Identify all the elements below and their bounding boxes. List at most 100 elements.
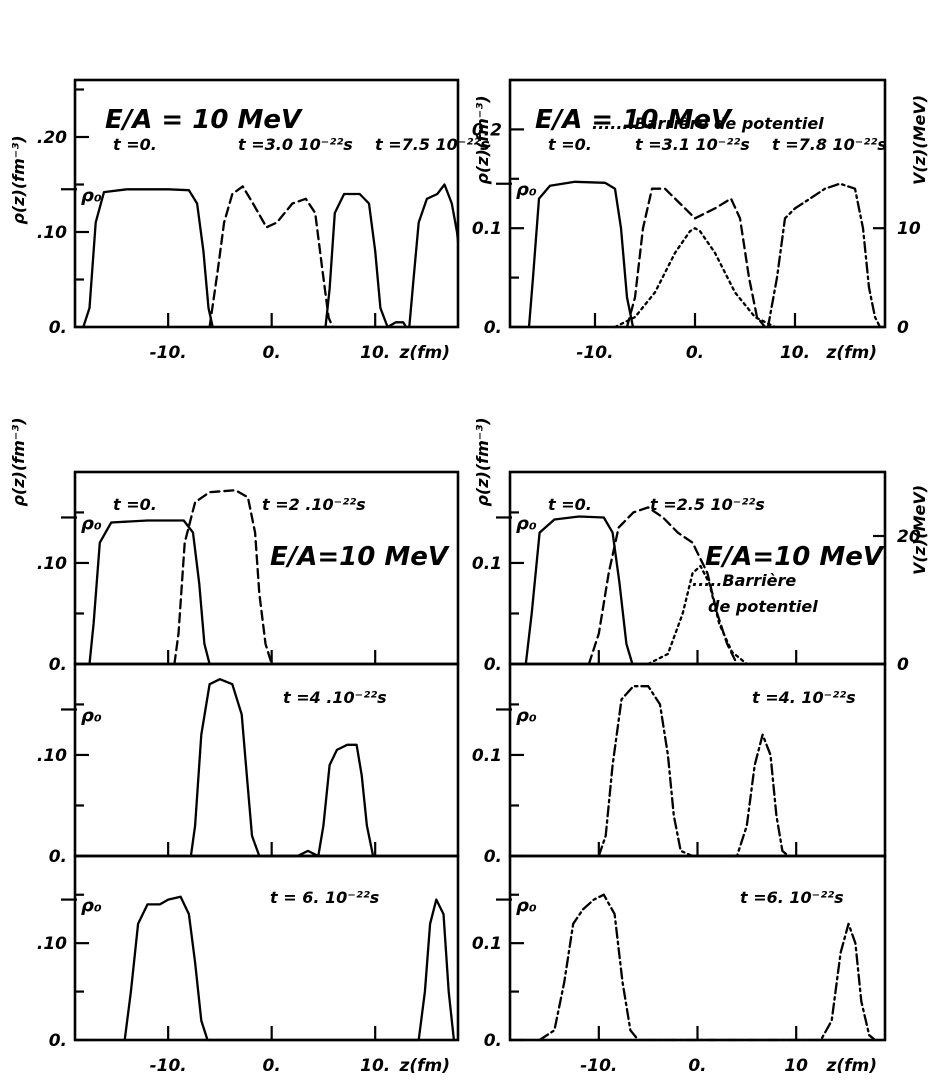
time-label: t =3.1 10⁻²²s <box>635 135 750 154</box>
rho0-label: ρ₀ <box>516 513 537 534</box>
panel-bottom-right-middle: 0. 0.1 ρ₀ t =4. 10⁻²²s <box>472 662 887 867</box>
y-tick-label: 0.1 <box>472 746 502 766</box>
time-label: t =0. <box>548 495 592 514</box>
time-label: t =2.5 10⁻²²s <box>650 495 765 514</box>
time-label: t =3.0 10⁻²²s <box>238 135 353 154</box>
panel-bottom-left-middle: 0. .10 ρ₀ t =4 .10⁻²²s <box>37 662 460 867</box>
x-tick-label: 10 <box>784 1056 808 1076</box>
time-label: t =7.5 10⁻²²s <box>375 135 490 154</box>
y-axis-label-bottom-right: ρ(z)(fm⁻³) <box>473 417 492 506</box>
time-label: t = 6. 10⁻²²s <box>270 888 379 907</box>
time-label: t =6. 10⁻²²s <box>740 888 844 907</box>
series-dotted-curve <box>647 564 748 666</box>
series-dashed-curve <box>173 489 273 666</box>
rho0-label: ρ₀ <box>81 705 102 726</box>
x-tick-label: -10. <box>150 343 187 363</box>
plot-frame <box>508 854 887 1042</box>
y-tick-label: 0. <box>49 318 67 338</box>
plot-frame <box>73 854 460 1042</box>
x-tick-label: 10. <box>360 1056 390 1076</box>
panel-title: E/A=10 MeV <box>270 542 450 572</box>
series-dashed-curve <box>208 185 334 329</box>
series-solid-curve <box>123 895 456 1042</box>
y-tick-label: .10 <box>37 746 67 766</box>
y2-tick-label: 20 <box>897 527 921 547</box>
y-tick-label: .10 <box>37 934 67 954</box>
time-label: t =0. <box>113 135 157 154</box>
legend-entry: .......Barrière de potentiel <box>592 114 824 133</box>
series-solid-curve <box>527 180 635 329</box>
time-label: t =0. <box>548 135 592 154</box>
y-axis-label-top-left: ρ(z)(fm⁻³) <box>9 135 28 224</box>
series-dashdot-curve <box>766 182 882 329</box>
x-axis-label: z(fm) <box>398 1056 450 1076</box>
panel-title: E/A = 10 MeV <box>105 105 303 135</box>
series-dotted-curve <box>613 227 777 329</box>
y-tick-label: 0. <box>49 655 67 675</box>
y2-axis-label-top-right: V(z)(MeV) <box>910 95 929 185</box>
series-solid-curve <box>82 188 214 329</box>
x-tick-label: 0. <box>688 1056 706 1076</box>
series-solid-curve <box>524 515 634 666</box>
y-tick-label: 0. <box>484 1031 502 1051</box>
time-label: t =0. <box>113 495 157 514</box>
y-tick-label: 0.1 <box>472 219 502 239</box>
y-tick-label: .10 <box>37 223 67 243</box>
rho0-label: ρ₀ <box>516 705 537 726</box>
x-axis-label: z(fm) <box>825 1056 877 1076</box>
time-label: t =2 .10⁻²²s <box>262 495 366 514</box>
legend-entry-cont: de potentiel <box>708 597 818 616</box>
panel-bottom-right-lower: 0. 0.1 -10. 0. 10 z(fm) ρ₀ t =6. 10⁻²²s <box>472 854 887 1076</box>
series-solid-curve <box>324 192 408 329</box>
series-solid-curve <box>408 183 460 329</box>
rho0-label: ρ₀ <box>516 180 537 201</box>
y2-tick-label: 10 <box>897 219 921 239</box>
panel-bottom-left-lower: 0. .10 -10. 0. 10. z(fm) ρ₀ t = 6. 10⁻²²s <box>37 854 460 1076</box>
time-label: t =4. 10⁻²²s <box>752 688 856 707</box>
y-axis-label-top-right: ρ(z)(fm⁻³) <box>473 95 492 184</box>
x-axis-label: z(fm) <box>398 343 450 363</box>
y-tick-label: 0. <box>49 847 67 867</box>
x-tick-label: -10. <box>150 1056 187 1076</box>
rho0-label: ρ₀ <box>81 513 102 534</box>
y-axis-label-bottom-left: ρ(z)(fm⁻³) <box>9 417 28 506</box>
x-axis-label: z(fm) <box>825 343 877 363</box>
plot-frame <box>73 662 460 858</box>
y-tick-label: 0. <box>484 318 502 338</box>
rho0-label: ρ₀ <box>81 185 102 206</box>
time-label: t =4 .10⁻²²s <box>283 688 387 707</box>
x-tick-label: 10. <box>360 343 390 363</box>
y2-tick-label: 0 <box>897 318 909 338</box>
time-label: t =7.8 10⁻²²s <box>772 135 887 154</box>
y-tick-label: 0. <box>484 655 502 675</box>
plot-frame <box>73 78 460 329</box>
panel-title: E/A=10 MeV <box>705 542 885 572</box>
series-dashdot-curve <box>538 893 877 1042</box>
panel-bottom-right-upper: 0. 0.1 0 20 ρ₀ E/A=10 MeV t =0. t =2.5 10⁻²²s..… <box>472 470 921 675</box>
x-tick-label: -10. <box>576 343 613 363</box>
x-tick-label: 10. <box>780 343 810 363</box>
y-tick-label: 0.2 <box>472 120 502 140</box>
plot-frame <box>508 78 887 329</box>
panel-title: E/A = 10 MeV <box>535 105 733 135</box>
series-solid-curve <box>88 519 211 666</box>
y-tick-label: 0. <box>484 847 502 867</box>
y-tick-label: .20 <box>37 128 67 148</box>
y2-tick-label: 0 <box>897 655 909 675</box>
legend-entry: .....Barrière <box>692 571 796 590</box>
x-tick-label: -10. <box>580 1056 617 1076</box>
y2-axis-label-bottom-right: V(z)(MeV) <box>910 485 929 575</box>
x-tick-label: 0. <box>263 343 281 363</box>
y-tick-label: 0. <box>49 1031 67 1051</box>
y-tick-label: 0.1 <box>472 554 502 574</box>
series-dashed-curve <box>625 187 767 329</box>
rho0-label: ρ₀ <box>81 896 102 917</box>
x-tick-label: 0. <box>263 1056 281 1076</box>
series-dashdot-curve <box>597 685 790 858</box>
y-tick-label: .10 <box>37 554 67 574</box>
x-tick-label: 0. <box>686 343 704 363</box>
panel-bottom-left-upper: 0. .10 ρ₀ E/A=10 MeV t =0. t =2 .10⁻²²s <box>37 470 460 675</box>
